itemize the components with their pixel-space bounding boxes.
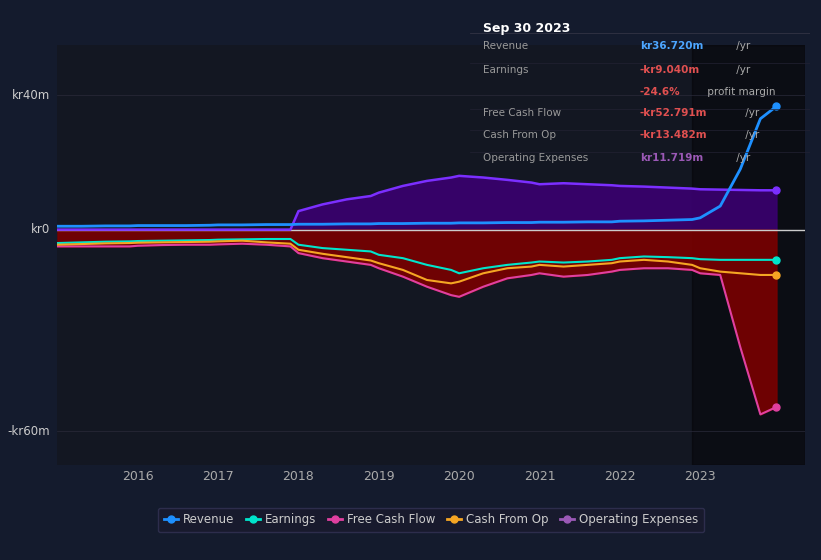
Text: -kr9.040m: -kr9.040m [640,66,700,75]
Text: /yr: /yr [742,130,759,140]
Text: /yr: /yr [732,66,750,75]
Text: Free Cash Flow: Free Cash Flow [484,108,562,118]
Text: kr40m: kr40m [11,88,50,102]
Text: Sep 30 2023: Sep 30 2023 [484,22,571,35]
Text: profit margin: profit margin [704,87,776,97]
Text: -24.6%: -24.6% [640,87,681,97]
Text: /yr: /yr [742,108,759,118]
Text: -kr60m: -kr60m [7,424,50,438]
Text: Operating Expenses: Operating Expenses [484,153,589,163]
Text: Revenue: Revenue [484,41,529,52]
Text: Earnings: Earnings [484,66,529,75]
Text: -kr13.482m: -kr13.482m [640,130,708,140]
Text: kr0: kr0 [30,223,50,236]
Text: /yr: /yr [732,41,750,52]
Bar [692,45,805,465]
Text: /yr: /yr [732,153,750,163]
Text: Cash From Op: Cash From Op [484,130,557,140]
Text: kr11.719m: kr11.719m [640,153,704,163]
Legend: Revenue, Earnings, Free Cash Flow, Cash From Op, Operating Expenses: Revenue, Earnings, Free Cash Flow, Cash … [158,507,704,533]
Text: kr36.720m: kr36.720m [640,41,704,52]
Text: -kr52.791m: -kr52.791m [640,108,708,118]
